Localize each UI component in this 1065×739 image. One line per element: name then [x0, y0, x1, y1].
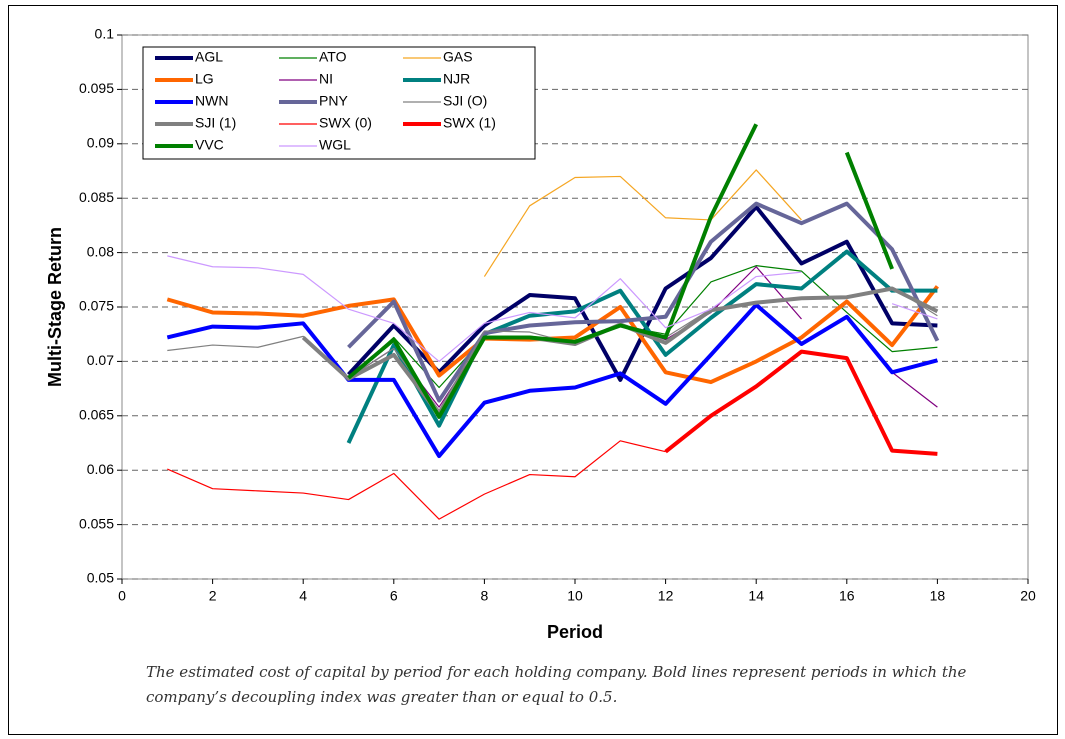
- legend-label: SJI (1): [195, 115, 236, 131]
- series-line: [166, 302, 938, 459]
- y-tick-label: 0.05: [87, 570, 114, 586]
- y-tick-label: 0.1: [95, 26, 115, 42]
- series-line: [346, 249, 938, 444]
- legend-label: GAS: [443, 49, 473, 65]
- legend-label: NWN: [195, 93, 228, 109]
- legend-label: AGL: [195, 49, 223, 65]
- legend-label: NI: [319, 71, 333, 87]
- x-tick-label: 4: [299, 588, 307, 604]
- legend: [142, 46, 536, 160]
- x-tick-label: 20: [1020, 588, 1036, 604]
- series-line: [664, 349, 938, 456]
- x-tick-label: 8: [481, 588, 489, 604]
- grid: 0.05 0.055 0.06 0.065 0.07 0.075 0.08 0.085 0.09…: [79, 26, 1036, 604]
- legend-label: WGL: [319, 137, 351, 153]
- x-tick-label: 6: [390, 588, 398, 604]
- series-line: [167, 440, 666, 520]
- legend-label: ATO: [319, 49, 347, 65]
- series-line: [483, 169, 802, 277]
- legend-label: SWX (0): [319, 115, 372, 131]
- y-tick-label: 0.08: [87, 243, 114, 259]
- lines: [166, 123, 940, 520]
- y-tick-label: 0.065: [79, 407, 114, 423]
- y-tick-label: 0.09: [87, 135, 114, 151]
- y-tick-label: 0.055: [79, 515, 114, 531]
- series-line: [347, 201, 940, 403]
- x-tick-label: 10: [567, 588, 583, 604]
- frame: [8, 5, 1058, 735]
- legend-label: NJR: [443, 71, 470, 87]
- legend-items: AGL ATO GAS LG NI NJR NWN PNY SJI (O) SJI (1) SWX …: [155, 49, 496, 153]
- legend-label: PNY: [319, 93, 348, 109]
- x-tick-label: 2: [209, 588, 217, 604]
- series-line: [167, 286, 938, 411]
- x-tick-label: 14: [748, 588, 764, 604]
- y-tick-label: 0.06: [87, 461, 114, 477]
- x-tick-label: 18: [930, 588, 946, 604]
- legend-label: SWX (1): [443, 115, 496, 131]
- y-tick-label: 0.07: [87, 352, 114, 368]
- series-line: [347, 204, 938, 382]
- y-tick-label: 0.085: [79, 189, 114, 205]
- x-tick-label: 0: [118, 588, 126, 604]
- series-line: [167, 255, 938, 362]
- x-axis-title: Period: [547, 622, 603, 642]
- series-line: [166, 285, 939, 385]
- y-tick-label: 0.095: [79, 80, 114, 96]
- legend-label: SJI (O): [443, 93, 487, 109]
- series-line: [347, 123, 894, 419]
- y-axis-title: Multi-Stage Return: [45, 227, 65, 387]
- legend-label: LG: [195, 71, 214, 87]
- caption: The estimated cost of capital by period …: [146, 663, 967, 706]
- y-tick-label: 0.075: [79, 298, 114, 314]
- x-tick-label: 16: [839, 588, 855, 604]
- legend-label: VVC: [195, 137, 224, 153]
- x-tick-label: 12: [658, 588, 674, 604]
